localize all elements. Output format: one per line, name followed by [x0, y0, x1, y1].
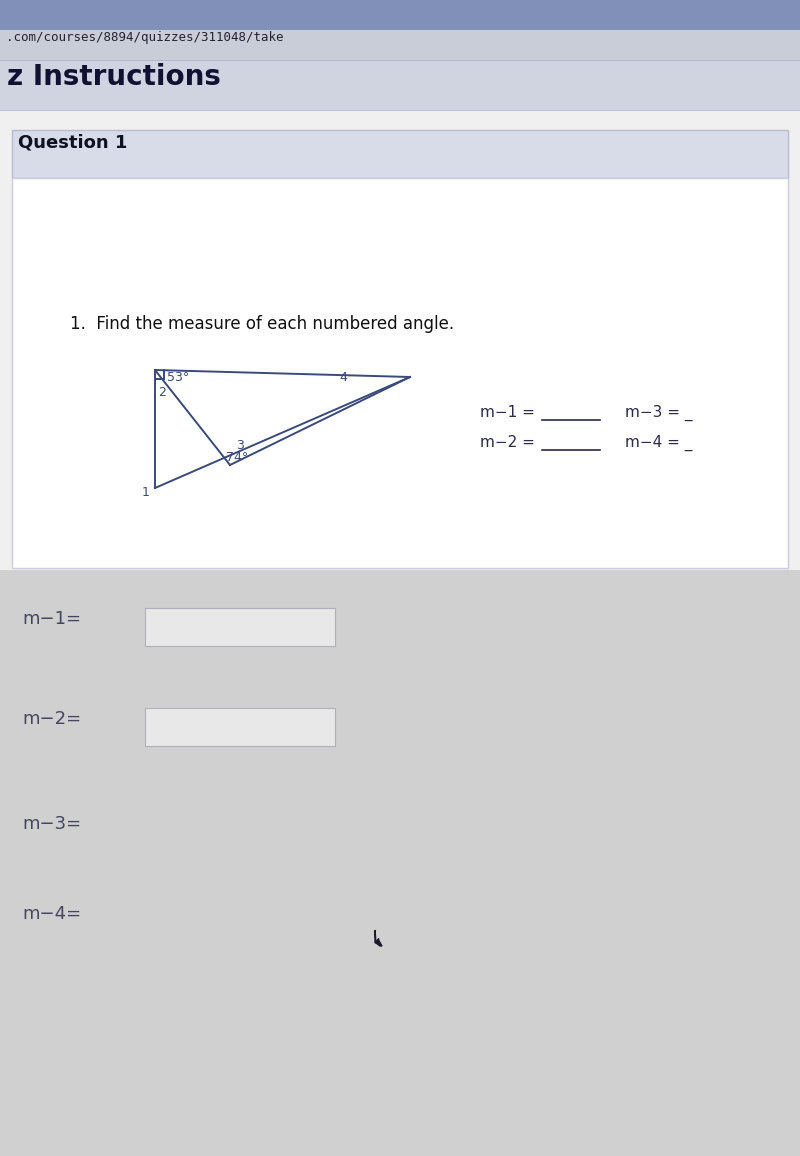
- Text: 53°: 53°: [167, 371, 190, 384]
- Text: m−4 = _: m−4 = _: [625, 435, 692, 451]
- Text: m−3 = _: m−3 = _: [625, 405, 693, 421]
- Text: 1.  Find the measure of each numbered angle.: 1. Find the measure of each numbered ang…: [70, 314, 454, 333]
- Text: z Instructions: z Instructions: [7, 62, 221, 91]
- Bar: [0, 570, 800, 1156]
- Text: 74°: 74°: [226, 451, 248, 464]
- Polygon shape: [375, 929, 382, 946]
- Text: m−1 =: m−1 =: [480, 405, 535, 420]
- Text: 2: 2: [158, 386, 166, 399]
- Bar: [0, 60, 800, 110]
- FancyBboxPatch shape: [145, 707, 335, 746]
- Text: 1: 1: [142, 486, 150, 499]
- Bar: [12, 178, 788, 568]
- Text: m−1=: m−1=: [22, 610, 81, 628]
- Text: .com/courses/8894/quizzes/311048/take: .com/courses/8894/quizzes/311048/take: [6, 31, 283, 44]
- Text: 3: 3: [236, 439, 244, 452]
- Text: m−2 =: m−2 =: [480, 435, 535, 450]
- Text: m−2=: m−2=: [22, 710, 81, 728]
- FancyBboxPatch shape: [145, 608, 335, 646]
- Text: m−3=: m−3=: [22, 815, 81, 833]
- Text: m−4=: m−4=: [22, 905, 81, 922]
- Bar: [12, 129, 788, 178]
- Text: Question 1: Question 1: [18, 133, 127, 151]
- Bar: [0, 30, 800, 60]
- Bar: [0, 0, 800, 30]
- Text: 4: 4: [339, 371, 347, 384]
